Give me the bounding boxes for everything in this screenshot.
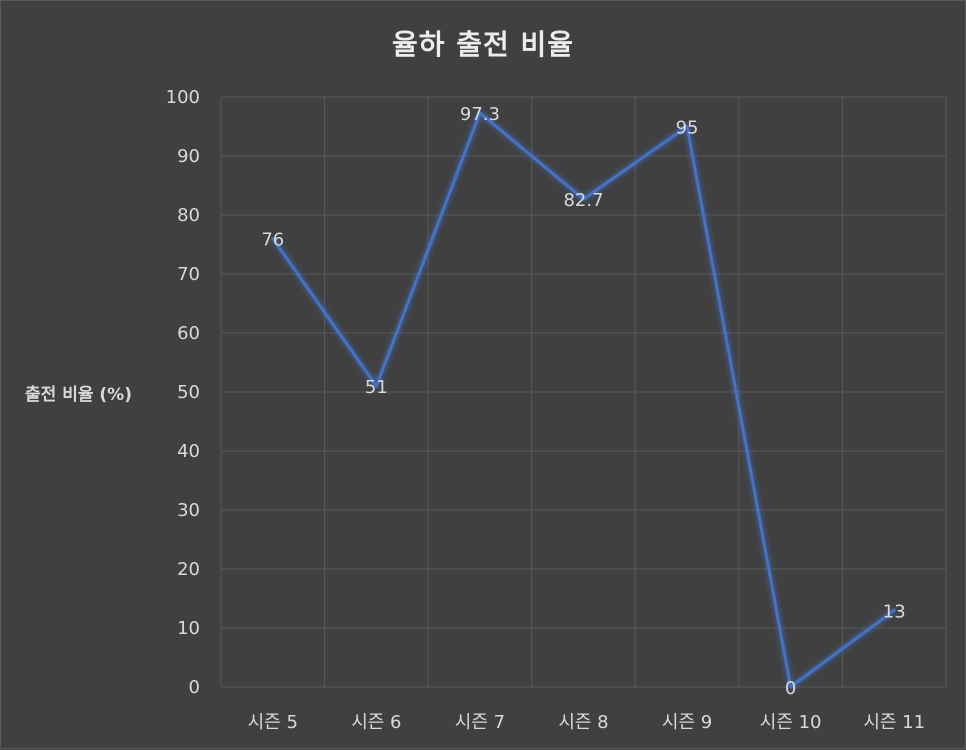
data-label: 76 — [261, 230, 284, 251]
data-point — [374, 384, 378, 388]
x-tick-label: 시즌 6 — [351, 712, 401, 733]
y-tick-label: 100 — [166, 87, 200, 108]
y-axis-title: 출전 비율 (%) — [25, 385, 132, 405]
x-tick-label: 시즌 5 — [248, 712, 298, 733]
data-label: 51 — [365, 377, 388, 398]
y-tick-label: 60 — [177, 323, 200, 344]
data-point — [789, 685, 793, 689]
data-point — [271, 237, 275, 241]
y-tick-label: 0 — [189, 677, 200, 698]
data-point — [892, 608, 896, 612]
data-point — [685, 125, 689, 128]
x-tick-label: 시즌 10 — [760, 712, 822, 733]
data-label: 82.7 — [563, 190, 603, 211]
y-tick-label: 90 — [177, 146, 200, 167]
x-tick-label: 시즌 11 — [863, 712, 925, 733]
chart-title: 율하 출전 비율 — [391, 28, 575, 61]
x-tick-label: 시즌 8 — [558, 712, 608, 733]
data-label: 97.3 — [460, 104, 500, 125]
x-tick-label: 시즌 9 — [662, 712, 712, 733]
y-tick-label: 40 — [177, 441, 200, 462]
y-tick-label: 30 — [177, 500, 200, 521]
data-label: 0 — [785, 678, 796, 699]
data-point — [582, 197, 585, 201]
y-tick-label: 80 — [177, 205, 200, 226]
y-tick-label: 50 — [177, 382, 200, 403]
data-point — [478, 111, 482, 115]
y-tick-label: 10 — [177, 618, 200, 639]
x-tick-label: 시즌 7 — [455, 712, 505, 733]
y-tick-label: 70 — [177, 264, 200, 285]
data-label: 95 — [676, 118, 699, 139]
data-label: 13 — [883, 601, 906, 622]
y-tick-label: 20 — [177, 559, 200, 580]
